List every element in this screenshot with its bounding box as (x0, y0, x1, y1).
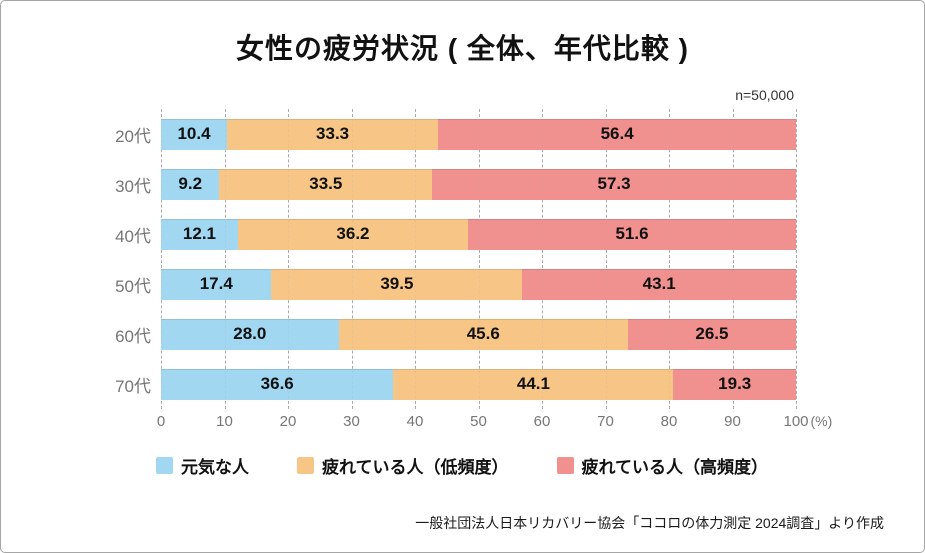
bar-segment: 12.1 (161, 218, 238, 250)
bar-row-60代: 60代 28.0 45.6 26.5 (115, 309, 796, 359)
gridline-100 (796, 109, 797, 409)
value-label: 43.1 (642, 274, 676, 293)
gridline-100 (796, 109, 797, 409)
bar-segment: 10.4 (161, 118, 227, 150)
value-label: 17.4 (199, 274, 233, 293)
sample-size: n=50,000 (735, 87, 794, 103)
x-axis-unit: (%) (810, 413, 833, 429)
bar-row-20代: 20代 10.4 33.3 56.4 (115, 109, 796, 159)
value-label: 51.6 (615, 224, 649, 243)
x-tick-100: 100 (%) (783, 413, 833, 430)
bar-segment: 9.2 (161, 168, 220, 200)
value-label: 56.4 (600, 124, 634, 143)
bar-segment: 26.5 (627, 318, 796, 350)
bar-segment: 43.1 (522, 268, 796, 300)
bar-segment: 57.3 (432, 168, 796, 200)
bar-segment: 19.3 (673, 368, 796, 400)
bar-row-70代: 70代 36.6 44.1 19.3 (115, 359, 796, 409)
chart-title: 女性の疲労状況 ( 全体、年代比較 ) (236, 33, 689, 64)
bar-row-50代: 50代 17.4 39.5 43.1 (115, 259, 796, 309)
x-tick-50: 50 (470, 413, 487, 430)
bar-row-30代: 30代 9.2 33.5 57.3 (115, 159, 796, 209)
category-label: 30代 (115, 176, 151, 196)
legend-item: 元気な人 (156, 453, 249, 478)
value-label: 19.3 (718, 374, 752, 393)
value-label: 12.1 (182, 224, 216, 243)
legend-item: 疲れている人（低頻度） (297, 453, 509, 478)
bar-segment: 33.5 (219, 168, 433, 200)
bar-segment: 33.3 (226, 118, 439, 150)
bar-row-40代: 40代 12.1 36.2 51.6 (115, 209, 796, 259)
stacked-bar: 12.1 36.2 51.6 (161, 218, 796, 250)
x-axis: 0 10 20 30 40 50 60 70 80 90 100 (%) (157, 409, 832, 435)
x-tick-10: 10 (216, 413, 233, 430)
category-label: 60代 (115, 326, 151, 346)
stacked-bar: 28.0 45.6 26.5 (161, 318, 796, 350)
bar-segment: 36.6 (161, 368, 394, 400)
value-label: 28.0 (233, 324, 267, 343)
bar-segment: 44.1 (393, 368, 674, 400)
legend-swatch (156, 457, 173, 474)
legend-label: 疲れている人（高頻度） (581, 458, 769, 477)
stacked-bar: 36.6 44.1 19.3 (161, 368, 796, 400)
value-label: 57.3 (597, 174, 631, 193)
x-tick-60: 60 (533, 413, 551, 430)
stacked-bar: 9.2 33.5 57.3 (161, 168, 796, 200)
value-label: 33.5 (309, 174, 343, 193)
category-label: 50代 (115, 276, 151, 296)
stacked-bar: 10.4 33.3 56.4 (161, 118, 796, 150)
value-label: 36.6 (260, 374, 294, 393)
x-tick-30: 30 (343, 413, 360, 430)
category-label: 40代 (115, 226, 151, 246)
x-tick-20: 20 (279, 413, 297, 430)
category-label: 20代 (115, 126, 151, 146)
value-label: 44.1 (516, 374, 550, 393)
value-label: 9.2 (178, 174, 203, 193)
bar-segment: 36.2 (237, 218, 468, 250)
bar-rows: 20代 10.4 33.3 56.4 30代 9.2 33.5 57.3 40代 12.1 36.2… (115, 109, 796, 409)
plot-area: 20代 10.4 33.3 56.4 30代 9.2 33.5 57.3 40代 12.1 36.2… (115, 109, 797, 409)
bar-segment: 45.6 (338, 318, 628, 350)
value-label: 39.5 (380, 274, 414, 293)
source-credit: 一般社団法人日本リカバリー協会「ココロの体力測定 2024調査」より作成 (415, 515, 884, 531)
stacked-bar: 17.4 39.5 43.1 (161, 268, 796, 300)
value-label: 10.4 (177, 124, 211, 143)
legend-label: 疲れている人（低頻度） (322, 458, 509, 477)
x-tick-70: 70 (597, 413, 614, 430)
x-tick-40: 40 (406, 413, 424, 430)
legend-label: 元気な人 (181, 458, 249, 477)
x-tick-0: 0 (156, 413, 166, 430)
value-label: 26.5 (695, 324, 729, 343)
bar-segment: 51.6 (468, 218, 796, 250)
x-tick-90: 90 (724, 413, 741, 430)
value-label: 36.2 (336, 224, 370, 243)
legend-swatch (297, 457, 314, 474)
bar-segment: 17.4 (161, 268, 272, 300)
legend-item: 疲れている人（高頻度） (556, 453, 769, 478)
value-label: 33.3 (316, 124, 350, 143)
bar-segment: 28.0 (161, 318, 339, 350)
bar-segment: 39.5 (271, 268, 523, 300)
x-tick-80: 80 (660, 413, 678, 430)
legend-swatch (556, 457, 574, 474)
value-label: 45.6 (466, 324, 500, 343)
legend: 元気な人 疲れている人（低頻度） 疲れている人（高頻度） (156, 453, 768, 478)
bar-segment: 56.4 (438, 118, 796, 150)
category-label: 70代 (115, 376, 151, 396)
